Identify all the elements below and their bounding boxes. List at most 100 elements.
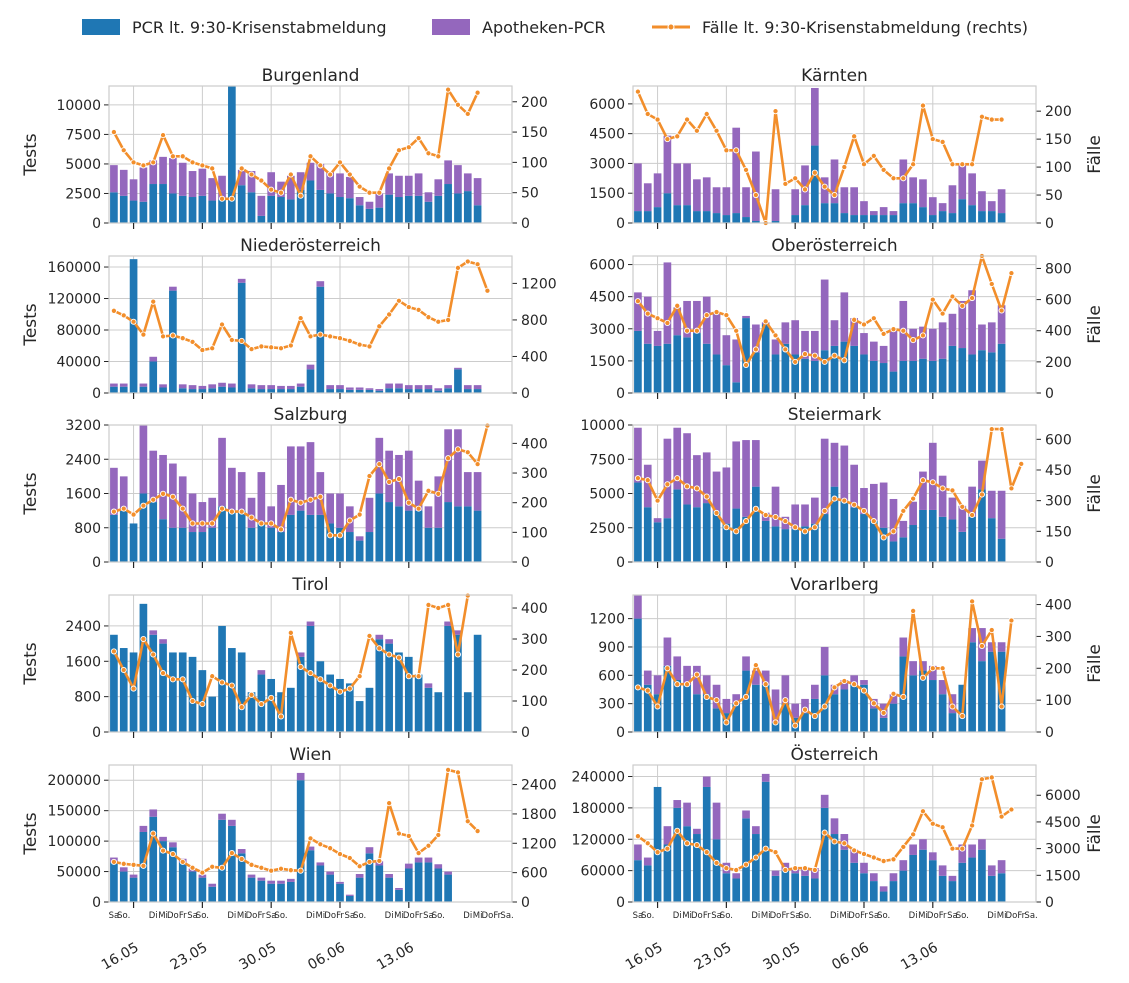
bar-apotheken [811,868,819,879]
cases-point [959,161,966,168]
ytick-label: 100000 [48,834,101,850]
bar-pcr [463,389,472,393]
bar-apotheken [712,187,721,214]
bar-apotheken [968,173,976,206]
cases-point [405,499,412,506]
ytick-label: 60000 [580,864,625,880]
weekday-label: Mi [237,911,247,921]
bar-apotheken [801,330,809,359]
bar-pcr [326,874,334,902]
bar-pcr [149,502,158,562]
weekday-label: So. [798,911,811,921]
bar-apotheken [673,163,682,206]
plot-frame [632,255,1037,394]
cases-point [120,312,127,319]
cases-point [179,505,186,512]
bar-pcr [997,538,1006,562]
weekday-label: Di [751,911,760,921]
y2-axis-label: Fälle [1085,644,1105,683]
cases-point [366,343,373,350]
cases-point [130,159,137,166]
y2tick-label: 300 [1045,494,1072,510]
cases-point [870,700,877,707]
cases-point [929,136,936,143]
bar-pcr [683,205,691,223]
legend-label-0: PCR lt. 9:30-Krisenstabmeldung [132,18,387,37]
bar-apotheken [702,776,711,787]
bar-apotheken [643,296,652,344]
weekday-label: Fr [336,911,344,921]
y2tick-label: 0 [521,216,530,232]
cases-point [713,127,720,134]
cases-point [674,681,681,688]
bar-apotheken [159,156,167,185]
bar-pcr [296,386,305,393]
ytick-label: 1200 [589,612,625,628]
ytick-label: 1500 [589,354,625,370]
y2tick-label: 400 [521,349,548,365]
bar-apotheken [365,201,374,209]
bar-apotheken [218,175,226,200]
cases-point [821,358,828,365]
bar-apotheken [277,880,285,884]
bar-apotheken [830,159,839,204]
cases-point [949,845,956,852]
bar-apotheken [395,175,403,198]
cases-point [307,835,314,842]
cases-point [801,528,809,535]
cases-point [317,162,324,169]
bar-apotheken [801,504,809,527]
cases-point [723,524,730,531]
cases-point [890,856,897,863]
bar-apotheken [634,163,642,212]
bar-apotheken [909,661,917,676]
cases-point [978,776,985,783]
ytick-label: 6000 [589,97,625,113]
cases-point [811,524,818,531]
cases-point [110,508,117,515]
bar-pcr [987,352,996,393]
cases-point [880,709,887,716]
bar-apotheken [909,844,917,855]
bar-apotheken [188,171,197,198]
bar-apotheken [434,864,443,869]
cases-point [189,338,196,345]
bar-apotheken [702,452,711,504]
cases-point [723,865,730,872]
bar-apotheken [228,819,236,826]
bar-apotheken [316,472,325,515]
cases-point [150,298,157,305]
ytick-label: 150000 [48,804,101,820]
bar-pcr [119,871,128,902]
bar-pcr [277,532,285,562]
bar-apotheken [139,383,148,387]
bar-pcr [919,849,927,902]
cases-point [693,127,700,134]
bar-apotheken [287,878,295,882]
cases-point [1008,485,1015,492]
bar-apotheken [316,281,325,287]
bar-pcr [850,684,858,732]
cases-point [959,845,966,852]
bar-pcr [840,849,849,902]
bar-pcr [424,687,433,732]
bar-pcr [188,871,197,902]
bar-apotheken [879,482,888,528]
bar-apotheken [306,442,315,515]
cases-point [733,866,740,874]
bar-apotheken [208,178,217,201]
weekday-label: Mi [997,911,1007,921]
bar-apotheken [752,826,760,835]
ytick-label: 4500 [589,127,625,143]
cases-point [366,632,373,639]
bar-apotheken [683,802,691,827]
bar-apotheken [948,497,957,520]
cases-point [674,475,681,482]
ytick-label: 160000 [48,260,101,276]
cases-point [811,169,818,176]
weekday-label: So. [432,911,445,921]
bar-apotheken [968,486,976,517]
bar-pcr [663,193,672,223]
bar-apotheken [414,857,423,863]
y2tick-label: 0 [521,386,530,402]
